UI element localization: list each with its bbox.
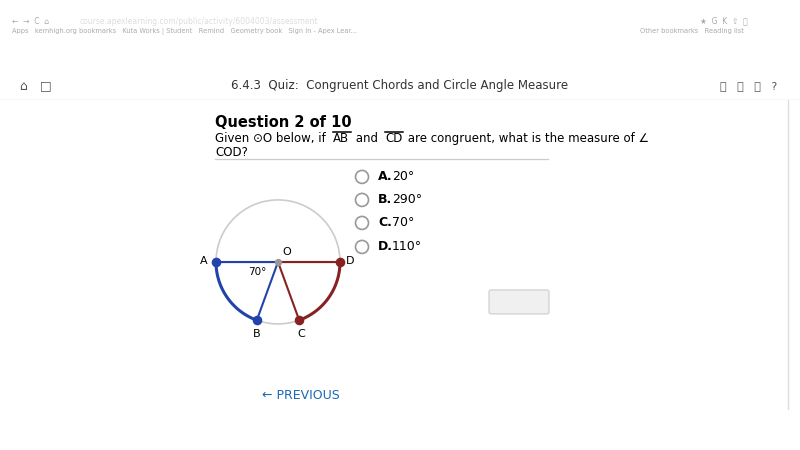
Text: +: +	[520, 5, 530, 15]
Text: 言   👤   ⎙   ?: 言 👤 ⎙ ?	[720, 81, 778, 91]
Text: ⊞  🔍: ⊞ 🔍	[10, 425, 30, 435]
Text: ★  G  K  ⇧  👤: ★ G K ⇧ 👤	[700, 17, 748, 26]
Text: ⌂   □: ⌂ □	[20, 80, 52, 92]
Text: 20°: 20°	[392, 171, 414, 184]
Text: A: A	[200, 256, 208, 266]
Text: Apex Learning: Apex Learning	[18, 5, 73, 14]
Text: O: O	[282, 247, 290, 257]
Text: D.: D.	[378, 240, 393, 253]
Text: Untitled document - Google Do...: Untitled document - Google Do...	[330, 5, 456, 14]
Text: ←  →  C  ⌂: ← → C ⌂	[12, 17, 49, 26]
Text: ← PREVIOUS: ← PREVIOUS	[262, 389, 340, 402]
Point	[293, 317, 306, 324]
Text: 6.4.3  Quiz:  Congruent Chords and Circle Angle Measure: 6.4.3 Quiz: Congruent Chords and Circle …	[231, 80, 569, 92]
Text: C.: C.	[378, 216, 392, 230]
Text: COD?: COD?	[215, 146, 248, 159]
Text: 7:19 PM: 7:19 PM	[702, 422, 738, 431]
Text: Apex Learning - Courses: Apex Learning - Courses	[155, 5, 248, 14]
Text: SUBMIT: SUBMIT	[496, 297, 542, 307]
Text: course.apexlearning.com/public/activity/6004003/assessment: course.apexlearning.com/public/activity/…	[80, 17, 318, 26]
Point	[334, 258, 346, 265]
Text: Given ⊙O below, if: Given ⊙O below, if	[215, 132, 330, 145]
Text: D: D	[346, 256, 354, 266]
Text: Other bookmarks   Reading list: Other bookmarks Reading list	[640, 28, 744, 34]
Text: 7/2/2021: 7/2/2021	[700, 433, 740, 442]
Point	[250, 317, 263, 324]
FancyBboxPatch shape	[489, 290, 549, 314]
Text: ─   □   ✕: ─ □ ✕	[760, 4, 798, 13]
Text: Type here to search: Type here to search	[352, 425, 448, 435]
Text: AB: AB	[333, 132, 349, 145]
Text: ≡: ≡	[18, 44, 34, 63]
Text: and: and	[352, 132, 382, 145]
Text: B.: B.	[378, 194, 392, 207]
Text: C: C	[298, 329, 305, 339]
Text: A.: A.	[378, 171, 393, 184]
Text: 70°: 70°	[248, 267, 266, 277]
Text: are congruent, what is the measure of ∠: are congruent, what is the measure of ∠	[404, 132, 649, 145]
Text: B: B	[253, 329, 261, 339]
Point	[210, 258, 222, 265]
Text: Apps   kemhigh.org bookmarks   Kuta Works | Student   Remind   Geometry book   S: Apps kemhigh.org bookmarks Kuta Works | …	[12, 28, 357, 35]
Text: Apex Learning: Apex Learning	[695, 47, 796, 59]
Text: Geometry Sem 1: Geometry Sem 1	[40, 46, 170, 60]
Text: 290°: 290°	[392, 194, 422, 207]
Text: Question 2 of 10: Question 2 of 10	[215, 115, 352, 130]
Text: 70°: 70°	[392, 216, 414, 230]
Text: CD: CD	[385, 132, 402, 145]
Point	[272, 258, 285, 265]
Text: 110°: 110°	[392, 240, 422, 253]
